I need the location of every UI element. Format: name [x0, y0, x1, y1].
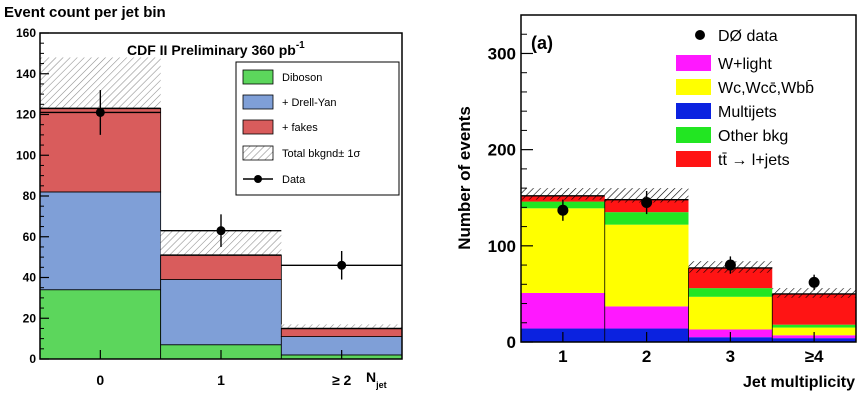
- right-chart-bars: [521, 188, 856, 342]
- left-data-point-0: [95, 107, 105, 117]
- left-xtick-label: ≥ 2: [332, 372, 352, 388]
- left-bar-0-0: [39, 289, 162, 360]
- right-plot-frame: [520, 14, 857, 343]
- left-legend-label-1: + Drell-Yan: [282, 97, 337, 109]
- left-bar-1-1: [160, 279, 282, 346]
- left-legend: Diboson + Drell-Yan + fakes Total bkgnd± 1σ…: [235, 61, 400, 196]
- left-ytick-label: 120: [16, 108, 36, 122]
- left-bar-2-1: [160, 254, 282, 280]
- left-band-2: [281, 324, 402, 331]
- left-legend-swatch-1: [242, 94, 274, 110]
- left-y-axis: 0 20 40 60 80 100 120 140 160: [16, 26, 49, 366]
- right-bar-2-0: [521, 208, 605, 293]
- right-data-point-3: [808, 276, 820, 288]
- right-data-point-1: [641, 197, 653, 209]
- right-legend: DØ data W+light Wc,Wcc̄,Wbb̄ Multijets Other…: [676, 28, 814, 169]
- right-legend-swatch-3: [676, 127, 711, 143]
- right-bar-2-3: [772, 327, 856, 336]
- left-legend-swatch-2: [242, 119, 274, 135]
- right-legend-label-0: Multijets: [718, 104, 777, 121]
- right-legend-swatch-0: [676, 103, 711, 119]
- left-chart-bars: [39, 57, 403, 360]
- left-xtick-label: 1: [217, 372, 225, 388]
- left-bar-2-2: [280, 328, 403, 337]
- left-ytick-label: 0: [29, 352, 36, 366]
- right-bar-4-2: [688, 267, 773, 289]
- right-legend-swatch-1: [676, 55, 711, 71]
- right-x-axis-label: Jet multiplicity: [743, 374, 855, 391]
- left-ytick-label: 20: [23, 311, 37, 325]
- right-bar-3-3: [772, 324, 856, 328]
- right-band-3: [772, 288, 856, 298]
- left-xtick-label: 0: [96, 372, 104, 388]
- right-data-point-2: [724, 259, 736, 271]
- right-chart: 0 100 200 300 (a) DØ data W+light Wc,Wcc̄,Wbb…: [455, 14, 857, 391]
- right-legend-label-2: Wc,Wcc̄,Wbb̄: [718, 80, 814, 97]
- right-ytick-label: 0: [507, 333, 516, 352]
- right-legend-data-marker: [695, 30, 705, 40]
- left-chart: Event count per jet bin 0 20 40 60 80 100 120 1…: [4, 4, 403, 390]
- left-legend-label-data: Data: [282, 174, 306, 186]
- right-x-tick-labels: 1 2 3 ≥4: [558, 332, 824, 366]
- left-legend-label-2: + fakes: [282, 122, 318, 134]
- left-ytick-label: 40: [23, 271, 37, 285]
- right-legend-label-data: DØ data: [718, 28, 778, 45]
- right-xtick-label: ≥4: [805, 347, 824, 366]
- right-y-axis: 0 100 200 300: [488, 33, 533, 352]
- left-ytick-label: 160: [16, 26, 36, 40]
- left-data-point-2: [337, 260, 347, 270]
- right-bar-3-1: [604, 212, 689, 225]
- right-legend-label-4: tt̄ → l+jets: [718, 152, 790, 169]
- left-x-tick-labels: 0 1 ≥ 2: [96, 350, 352, 388]
- right-panel-label: (a): [531, 33, 553, 53]
- right-ytick-label: 100: [488, 237, 516, 256]
- right-xtick-label: 1: [558, 347, 567, 366]
- right-xtick-label: 2: [642, 347, 651, 366]
- right-legend-swatch-2: [676, 79, 711, 95]
- right-bar-1-1: [604, 306, 689, 329]
- right-bar-2-1: [604, 224, 689, 307]
- left-ytick-label: 140: [16, 67, 36, 81]
- left-x-axis-label: Njet: [366, 369, 387, 390]
- right-legend-swatch-4: [676, 151, 711, 167]
- left-chart-title: Event count per jet bin: [4, 4, 166, 21]
- right-legend-label-1: W+light: [718, 56, 772, 73]
- left-inner-title: CDF II Preliminary 360 pb-1: [127, 40, 305, 58]
- right-legend-label-3: Other bkg: [718, 128, 788, 145]
- right-ytick-label: 200: [488, 141, 516, 160]
- right-ytick-label: 300: [488, 44, 516, 63]
- left-legend-swatch-0: [242, 69, 274, 85]
- left-legend-label-band: Total bkgnd± 1σ: [282, 148, 360, 160]
- left-data-point-1: [216, 226, 226, 236]
- right-bar-1-0: [521, 292, 605, 329]
- right-bar-2-2: [688, 296, 773, 330]
- right-bar-3-2: [688, 288, 773, 297]
- left-legend-label-0: Diboson: [282, 72, 322, 84]
- right-y-axis-label: Number of events: [455, 106, 474, 250]
- left-ytick-label: 100: [16, 148, 36, 162]
- right-xtick-label: 3: [726, 347, 735, 366]
- right-data-point-0: [557, 204, 569, 216]
- left-ytick-label: 80: [23, 189, 37, 203]
- left-ytick-label: 60: [23, 230, 37, 244]
- right-band-0: [521, 188, 605, 200]
- right-bar-4-3: [772, 293, 856, 325]
- left-legend-data-marker: [254, 175, 262, 183]
- left-bar-1-0: [39, 191, 162, 291]
- left-legend-swatch-band: [242, 145, 274, 161]
